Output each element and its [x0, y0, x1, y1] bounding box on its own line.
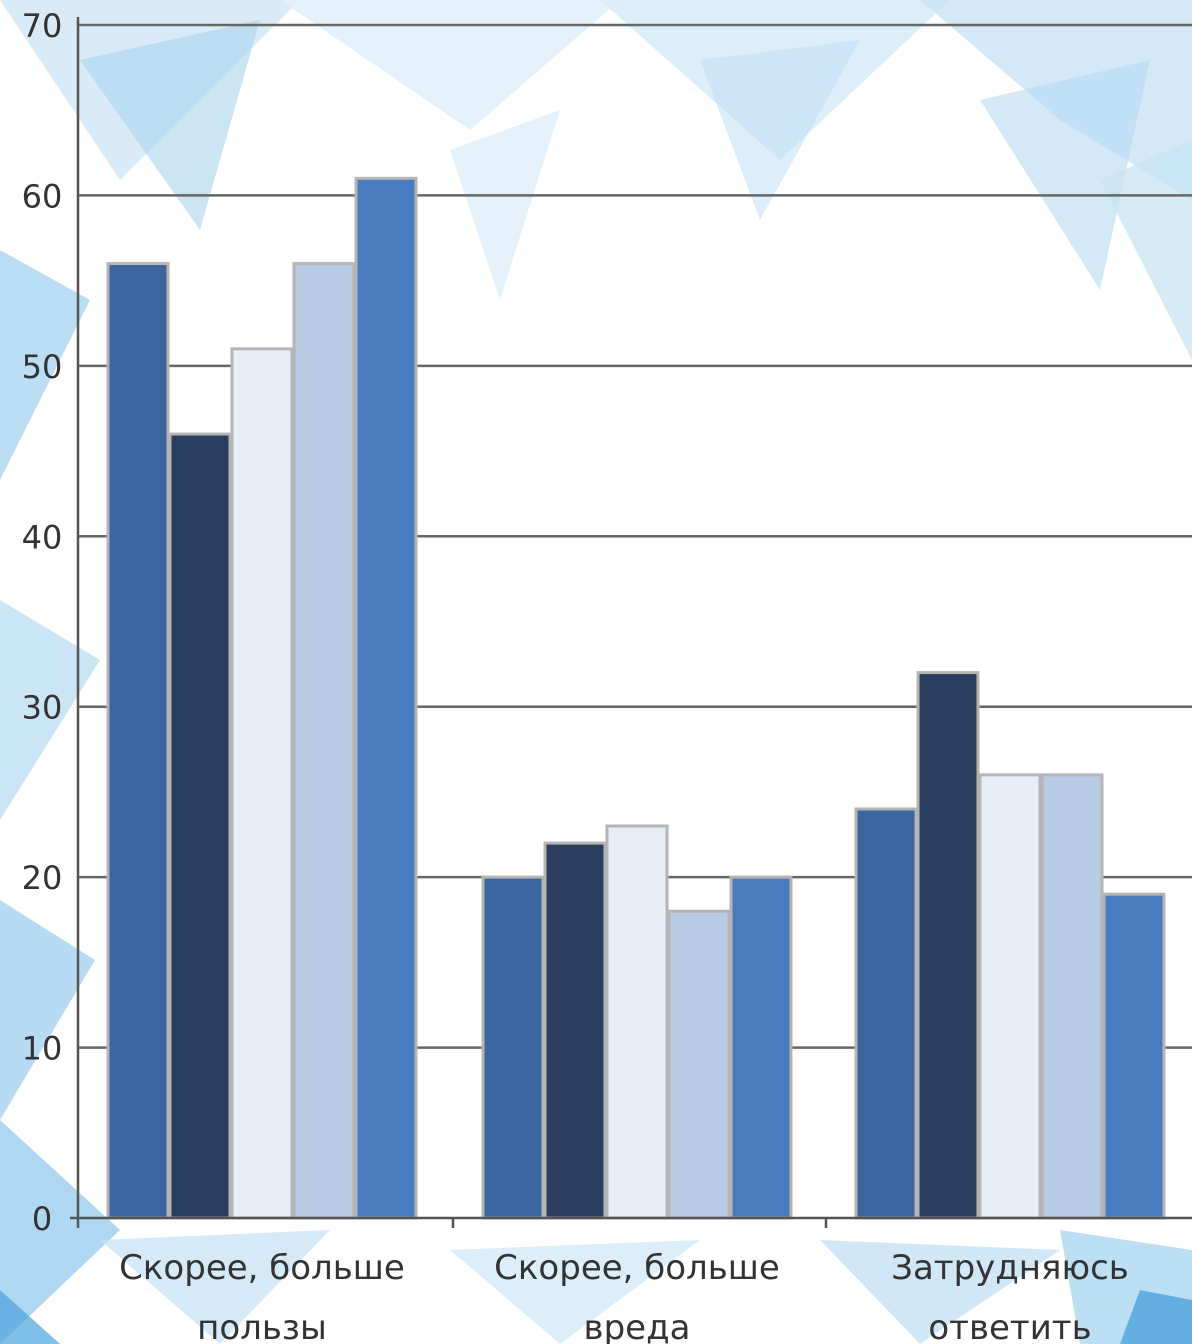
bar [916, 671, 980, 1220]
axes [70, 17, 1192, 1228]
bar [354, 176, 418, 1220]
bar [854, 807, 918, 1220]
y-axis-tick-labels: 0 10 20 30 40 50 60 70 [22, 7, 63, 1238]
y-tick-label: 50 [22, 348, 63, 386]
y-tick-label: 20 [22, 859, 63, 897]
x-category-label: Скорее, больше [494, 1248, 780, 1288]
y-tick-label: 0 [32, 1200, 52, 1238]
y-tick-label: 30 [22, 689, 63, 727]
bar [168, 432, 232, 1220]
x-category-label: вреда [584, 1308, 691, 1344]
bar [667, 909, 731, 1220]
y-tick-label: 40 [22, 518, 63, 556]
bar [1040, 773, 1104, 1220]
y-tick-label: 70 [22, 7, 63, 45]
bar [543, 841, 607, 1220]
bars [106, 176, 1166, 1220]
y-tick-label: 10 [22, 1030, 63, 1068]
bar [729, 875, 793, 1220]
x-category-label: Скорее, больше [119, 1248, 405, 1288]
bar [230, 347, 294, 1220]
bar [106, 262, 170, 1220]
bar [481, 875, 545, 1220]
bar [1102, 892, 1166, 1220]
bar [292, 262, 356, 1220]
bar [605, 824, 669, 1220]
x-category-label: ответить [928, 1308, 1091, 1344]
x-category-label: Затрудняюсь [891, 1248, 1129, 1288]
y-tick-label: 60 [22, 177, 63, 215]
x-category-label: пользы [197, 1308, 327, 1344]
bar [978, 773, 1042, 1220]
x-axis-category-labels: Скорее, больше пользы Скорее, больше вреда З… [119, 1248, 1129, 1344]
